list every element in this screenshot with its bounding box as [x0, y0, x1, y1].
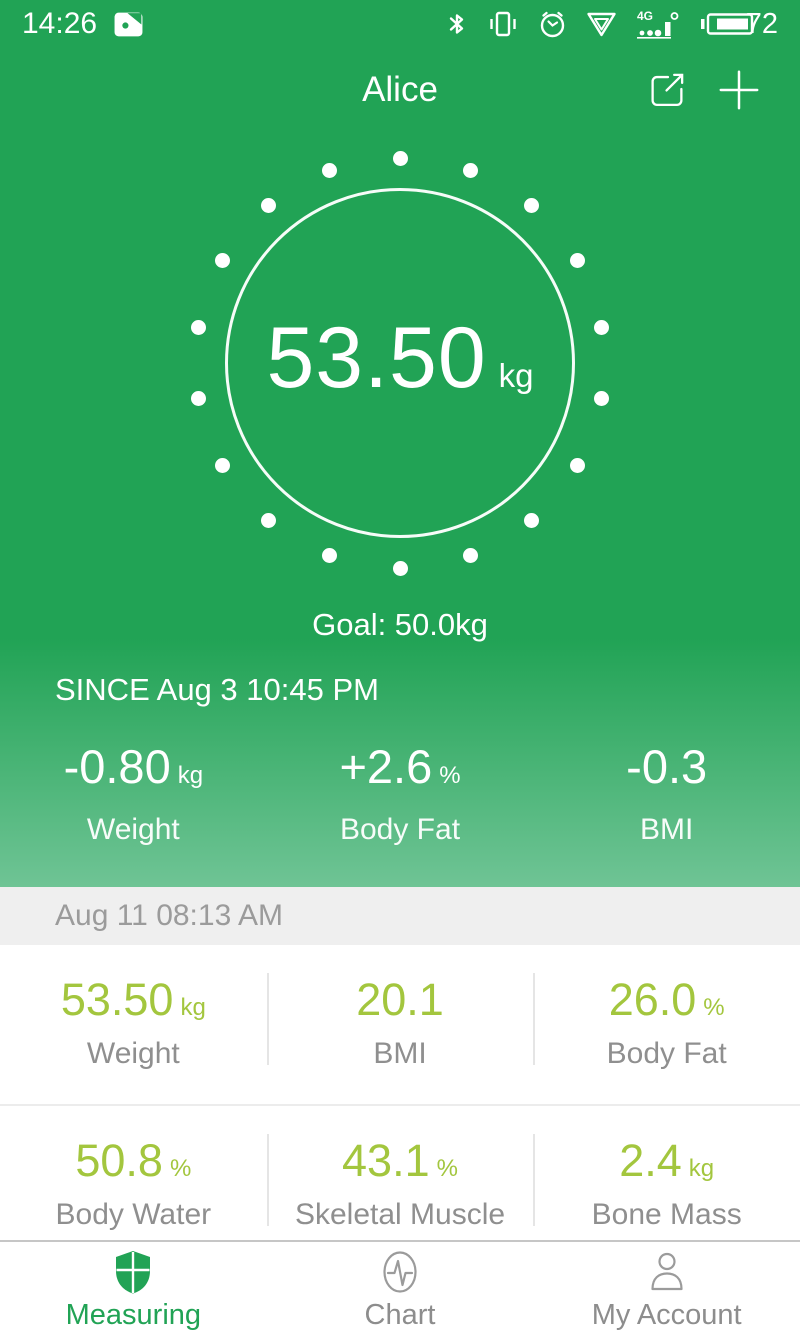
delta-weight-value: -0.80 [63, 740, 171, 793]
record-bonemass-value: 2.4 [619, 1135, 682, 1186]
shield-icon [116, 1251, 151, 1294]
tab-chart[interactable]: Chart [267, 1242, 534, 1333]
dial-dot [190, 391, 206, 407]
delta-bodyfat-label: Body Fat [339, 813, 461, 846]
record-row-1: 53.50 kg Weight 20.1 BMI 26.0 % Body Fat [0, 945, 800, 1104]
dial-dot [462, 162, 478, 178]
goal-text: Goal: 50.0kg [312, 607, 488, 642]
record-weight-value: 53.50 [60, 974, 174, 1025]
tab-measuring[interactable]: Measuring [0, 1242, 267, 1333]
record-bodyfat-label: Body Fat [606, 1037, 727, 1070]
svg-text:4G: 4G [637, 9, 653, 23]
column-divider [266, 1134, 269, 1226]
record-bodywater-label: Body Water [55, 1198, 212, 1231]
dial-dot [260, 198, 276, 214]
person-icon [651, 1252, 683, 1291]
record-weight-label: Weight [86, 1037, 180, 1070]
record-skeletalmuscle-value: 43.1 [342, 1135, 430, 1186]
dial-dot [524, 198, 540, 214]
alarm-clock-icon [540, 11, 564, 37]
battery-percent: 72 [745, 7, 778, 40]
record-skeletalmuscle-label: Skeletal Muscle [294, 1198, 506, 1231]
record-bodywater-value: 50.8 [75, 1135, 163, 1186]
tab-measuring-label: Measuring [65, 1299, 202, 1331]
pulse-icon [383, 1251, 417, 1293]
weight-circle: 53.50 kg [225, 188, 575, 538]
weight-unit: kg [498, 357, 534, 394]
record-skeletalmuscle-unit: % [436, 1155, 458, 1182]
delta-bmi-label: BMI [640, 813, 694, 846]
status-time: 14:26 [22, 7, 98, 40]
record-timestamp: Aug 11 08:13 AM [0, 887, 800, 945]
column-divider [533, 973, 536, 1065]
dial-dot [260, 512, 276, 528]
record-bonemass: 2.4 kg Bone Mass [533, 1106, 800, 1240]
delta-bmi-value: -0.3 [626, 740, 708, 793]
record-bodyfat-value: 26.0 [608, 974, 697, 1025]
delta-bmi: -0.3 BMI [533, 743, 800, 847]
record-bodyfat-unit: % [703, 994, 725, 1021]
status-icons: 4G [446, 9, 754, 39]
delta-weight-label: Weight [86, 813, 180, 846]
record-bodywater-unit: % [169, 1155, 192, 1182]
bluetooth-icon [449, 14, 463, 34]
share-icon[interactable] [644, 67, 690, 113]
status-bar: 14:26 [0, 0, 800, 48]
vpn-icon [587, 12, 616, 36]
signal-4g-icon: 4G [636, 9, 679, 39]
record-skeletalmuscle: 43.1 % Skeletal Muscle [267, 1106, 534, 1240]
weight-value: 53.50 [266, 310, 487, 406]
header: Alice [0, 48, 800, 132]
record-bmi: 20.1 BMI [267, 945, 534, 1104]
delta-weight: -0.80 kg Weight [0, 743, 267, 847]
tab-my-account-label: My Account [591, 1299, 742, 1331]
dial-dot [214, 253, 230, 268]
dial-dot [214, 458, 230, 473]
dial-dot [392, 560, 408, 576]
dial-dot [570, 458, 586, 473]
tab-chart-label: Chart [364, 1299, 436, 1331]
record-bonemass-label: Bone Mass [591, 1198, 742, 1231]
record-bmi-value: 20.1 [356, 974, 444, 1025]
delta-bodyfat-unit: % [439, 762, 461, 789]
record-bodywater: 50.8 % Body Water [0, 1106, 267, 1240]
dial-dot [322, 548, 338, 564]
record-weight-unit: kg [180, 994, 206, 1021]
dial-dot [392, 150, 408, 166]
record-bmi-label: BMI [373, 1037, 427, 1070]
battery-icon [700, 13, 753, 35]
dial-dot [524, 512, 540, 528]
dial-dot [190, 319, 206, 335]
add-icon[interactable] [716, 67, 762, 113]
delta-stats-row: -0.80 kg Weight +2.6 % Body Fat -0.3 BMI [0, 743, 800, 847]
column-divider [533, 1134, 536, 1226]
tab-my-account[interactable]: My Account [533, 1242, 800, 1333]
measuring-panel: 14:26 [0, 0, 800, 887]
dial-dot [322, 162, 338, 178]
delta-bodyfat: +2.6 % Body Fat [267, 743, 534, 847]
weight-dial: 53.50 kg [180, 143, 620, 583]
dial-dot [462, 548, 478, 564]
record-row-2: 50.8 % Body Water 43.1 % Skeletal Muscle… [0, 1104, 800, 1240]
dial-dot [594, 319, 610, 335]
dial-dot [594, 391, 610, 407]
record-weight: 53.50 kg Weight [0, 945, 267, 1104]
record-bonemass-unit: kg [688, 1155, 715, 1182]
tab-bar: Measuring Chart My Account [0, 1240, 800, 1333]
delta-bodyfat-value: +2.6 [339, 740, 433, 793]
vibrate-icon [490, 11, 516, 37]
page-title: Alice [362, 70, 438, 109]
column-divider [266, 973, 269, 1065]
delta-weight-unit: kg [177, 762, 204, 789]
gallery-icon [113, 11, 144, 38]
since-text: SINCE Aug 3 10:45 PM [55, 672, 379, 707]
record-bodyfat: 26.0 % Body Fat [533, 945, 800, 1104]
dial-dot [570, 253, 586, 268]
